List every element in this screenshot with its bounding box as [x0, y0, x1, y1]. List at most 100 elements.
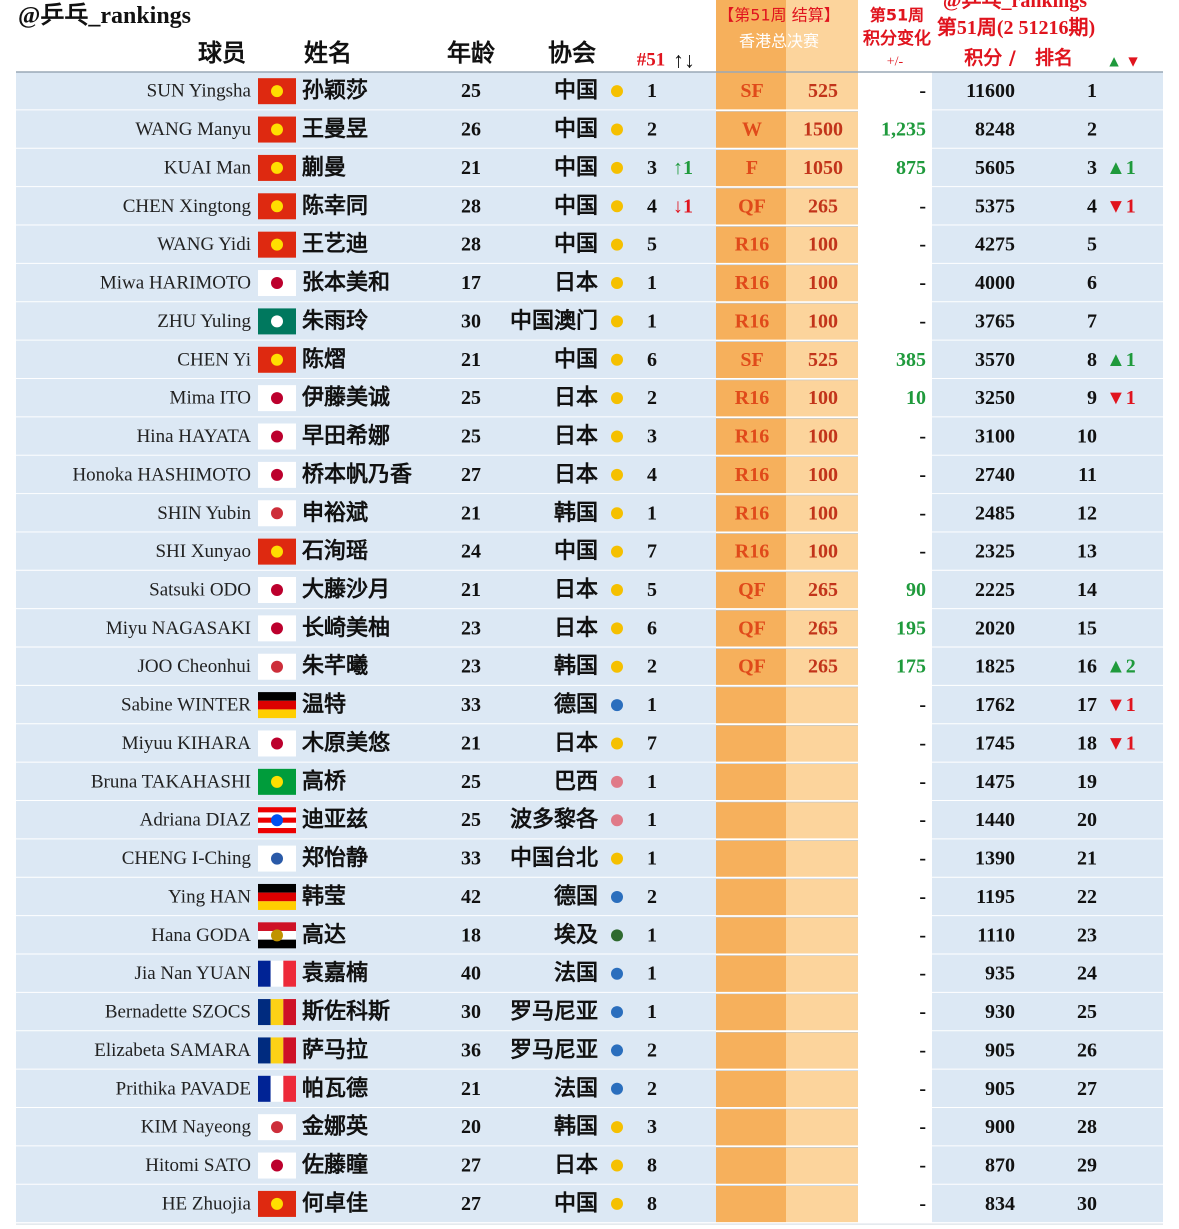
row-bg — [932, 801, 1163, 840]
flag-emblem — [271, 468, 283, 481]
points-change: - — [919, 502, 926, 524]
continent-dot — [611, 430, 623, 443]
player-zh: 佐藤瞳 — [301, 1152, 368, 1178]
rank: 27 — [1077, 1078, 1097, 1100]
points-change: - — [919, 1116, 926, 1138]
row-bg — [858, 532, 932, 571]
rank-move: ▲1 — [1106, 157, 1136, 179]
points-change: - — [919, 541, 926, 563]
stage: SF — [740, 349, 763, 371]
row-bg — [932, 1184, 1163, 1224]
points-change: - — [919, 310, 926, 332]
points: 1110 — [977, 924, 1015, 946]
player-zh: 蒯曼 — [302, 155, 346, 180]
age: 21 — [461, 732, 481, 754]
stage: R16 — [735, 272, 769, 294]
flag — [283, 999, 296, 1026]
player-en: Miyuu KIHARA — [122, 733, 252, 754]
stage: QF — [738, 579, 766, 601]
continent-dot — [611, 622, 623, 635]
flag-emblem — [271, 583, 283, 596]
row-bg — [932, 263, 1163, 303]
points-change: - — [919, 886, 926, 908]
row-bg — [16, 72, 716, 111]
row-bg — [16, 954, 716, 993]
rank: 22 — [1077, 886, 1097, 908]
player-zh: 韩莹 — [302, 883, 346, 909]
rank-move: ▼1 — [1106, 387, 1136, 409]
rank: 20 — [1077, 809, 1097, 831]
flag-emblem — [271, 200, 283, 213]
stage: R16 — [735, 426, 769, 448]
col-header: 第51周 — [870, 6, 924, 25]
row-bg — [932, 455, 1163, 495]
assoc-rank: 1 — [647, 502, 657, 524]
points: 905 — [985, 1078, 1015, 1100]
age: 21 — [461, 1078, 481, 1100]
col-header: 香港总决赛 — [739, 32, 819, 51]
row-bg — [858, 263, 932, 303]
row-bg — [858, 378, 932, 418]
row-bg — [16, 1184, 716, 1224]
continent-dot — [611, 123, 623, 136]
player-zh: 袁嘉楠 — [301, 960, 368, 986]
points: 3570 — [975, 349, 1015, 371]
row-bg — [16, 417, 716, 456]
points: 930 — [985, 1001, 1015, 1023]
rank: 7 — [1087, 310, 1097, 332]
event-points: 265 — [808, 656, 838, 678]
continent-dot — [611, 468, 623, 481]
row-bg — [16, 570, 716, 610]
flag-emblem — [271, 123, 283, 136]
rank: 8 — [1087, 349, 1097, 371]
stage: R16 — [735, 387, 769, 409]
points-change: - — [919, 1001, 926, 1023]
col-header: 姓名 — [304, 39, 352, 67]
col-header: 积分 / — [964, 47, 1016, 69]
rank: 19 — [1077, 771, 1097, 793]
row-bg — [16, 877, 716, 917]
age: 27 — [461, 464, 481, 486]
player-zh: 早田希娜 — [302, 423, 390, 449]
event-points: 525 — [808, 349, 838, 371]
continent-dot — [611, 1197, 623, 1210]
points: 834 — [985, 1193, 1015, 1215]
player-zh: 温特 — [302, 692, 346, 718]
flag-emblem — [271, 1159, 283, 1172]
orange-column — [716, 0, 786, 1224]
continent-dot — [611, 583, 623, 596]
player-zh: 朱雨玲 — [302, 308, 369, 334]
continent-dot — [611, 1159, 623, 1172]
player-en: KUAI Man — [164, 157, 252, 178]
player-en: Sabine WINTER — [121, 695, 251, 716]
row-bg — [932, 494, 1163, 533]
association: 中国 — [554, 347, 598, 372]
association: 波多黎各 — [510, 807, 599, 833]
row-bg — [16, 225, 716, 264]
points-change: - — [919, 234, 926, 256]
points-change: - — [919, 694, 926, 716]
row-bg — [932, 72, 1163, 111]
flag — [270, 999, 284, 1026]
points-change: - — [919, 732, 926, 754]
row-bg — [858, 187, 932, 226]
flag — [270, 1037, 284, 1064]
points-change: - — [919, 80, 926, 102]
continent-dot — [611, 775, 623, 788]
association: 罗马尼亚 — [510, 1000, 598, 1025]
points: 3765 — [975, 310, 1015, 332]
association: 法国 — [554, 1076, 598, 1101]
points-change: - — [919, 924, 926, 946]
rank: 5 — [1087, 234, 1097, 256]
flag — [258, 1037, 271, 1064]
continent-dot — [611, 890, 623, 903]
flag — [258, 709, 296, 719]
flag — [258, 922, 296, 931]
stage: R16 — [735, 234, 769, 256]
points-change: 195 — [896, 617, 926, 639]
points-change: - — [919, 1078, 926, 1100]
continent-dot — [611, 507, 623, 520]
col-header: ↑↓ — [673, 48, 695, 73]
assoc-rank: 1 — [647, 272, 657, 294]
assoc-rank: 2 — [647, 1078, 657, 1100]
